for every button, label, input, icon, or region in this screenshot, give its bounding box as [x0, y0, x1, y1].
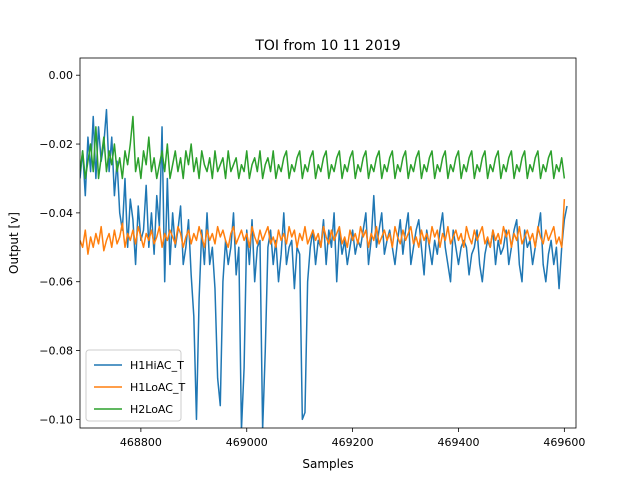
y-axis-label: Output [v] [7, 212, 21, 274]
x-axis-label: Samples [302, 457, 353, 471]
series-line-h1hiac-t [80, 108, 568, 428]
legend-box [85, 349, 182, 422]
legend-label: H1HiAC_T [130, 359, 184, 372]
series-line-h1loac-t [80, 199, 566, 255]
y-axis-ticks: 0.00 −0.02 −0.04 −0.06 −0.08 −0.10 [39, 69, 80, 426]
y-tick-label: −0.10 [39, 413, 73, 426]
legend: H1HiAC_T H1LoAC_T H2LoAC [85, 349, 185, 422]
y-tick-label: −0.08 [39, 345, 73, 358]
x-tick-label: 469000 [226, 436, 268, 449]
plot-area-frame [79, 57, 577, 429]
x-tick-label: 469600 [543, 436, 585, 449]
legend-label: H2LoAC [130, 403, 173, 416]
y-tick-label: 0.00 [49, 69, 74, 82]
legend-label: H1LoAC_T [130, 381, 185, 394]
y-tick-label: −0.06 [39, 276, 73, 289]
x-tick-label: 468800 [120, 436, 162, 449]
y-tick-label: −0.02 [39, 138, 73, 151]
series-layer [80, 108, 568, 428]
chart-title: TOI from 10 11 2019 [254, 38, 400, 54]
x-tick-label: 469400 [437, 436, 479, 449]
series-line-h2loac [80, 115, 566, 180]
y-tick-label: −0.04 [39, 207, 73, 220]
x-tick-label: 469200 [332, 436, 374, 449]
x-axis-ticks: 468800 469000 469200 469400 469600 [120, 428, 585, 449]
